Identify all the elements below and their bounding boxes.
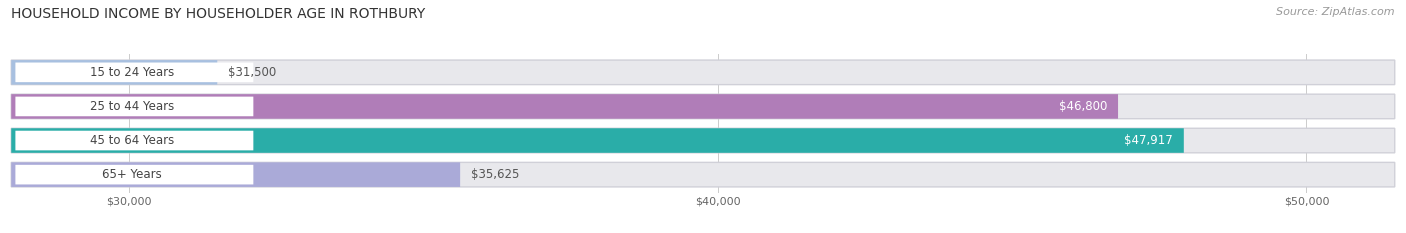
FancyBboxPatch shape [15, 97, 253, 116]
FancyBboxPatch shape [11, 60, 218, 85]
FancyBboxPatch shape [11, 94, 1118, 119]
Text: 15 to 24 Years: 15 to 24 Years [90, 66, 174, 79]
Text: $46,800: $46,800 [1059, 100, 1107, 113]
FancyBboxPatch shape [15, 165, 253, 185]
FancyBboxPatch shape [11, 60, 1395, 85]
FancyBboxPatch shape [11, 162, 1395, 187]
FancyBboxPatch shape [11, 128, 1395, 153]
Text: Source: ZipAtlas.com: Source: ZipAtlas.com [1277, 7, 1395, 17]
Text: HOUSEHOLD INCOME BY HOUSEHOLDER AGE IN ROTHBURY: HOUSEHOLD INCOME BY HOUSEHOLDER AGE IN R… [11, 7, 426, 21]
Text: $31,500: $31,500 [228, 66, 277, 79]
Text: 45 to 64 Years: 45 to 64 Years [90, 134, 174, 147]
FancyBboxPatch shape [11, 128, 1184, 153]
Text: $35,625: $35,625 [471, 168, 520, 181]
FancyBboxPatch shape [15, 62, 253, 82]
Text: 25 to 44 Years: 25 to 44 Years [90, 100, 174, 113]
Text: $47,917: $47,917 [1123, 134, 1173, 147]
FancyBboxPatch shape [15, 131, 253, 150]
FancyBboxPatch shape [11, 162, 460, 187]
FancyBboxPatch shape [11, 94, 1395, 119]
Text: 65+ Years: 65+ Years [103, 168, 162, 181]
